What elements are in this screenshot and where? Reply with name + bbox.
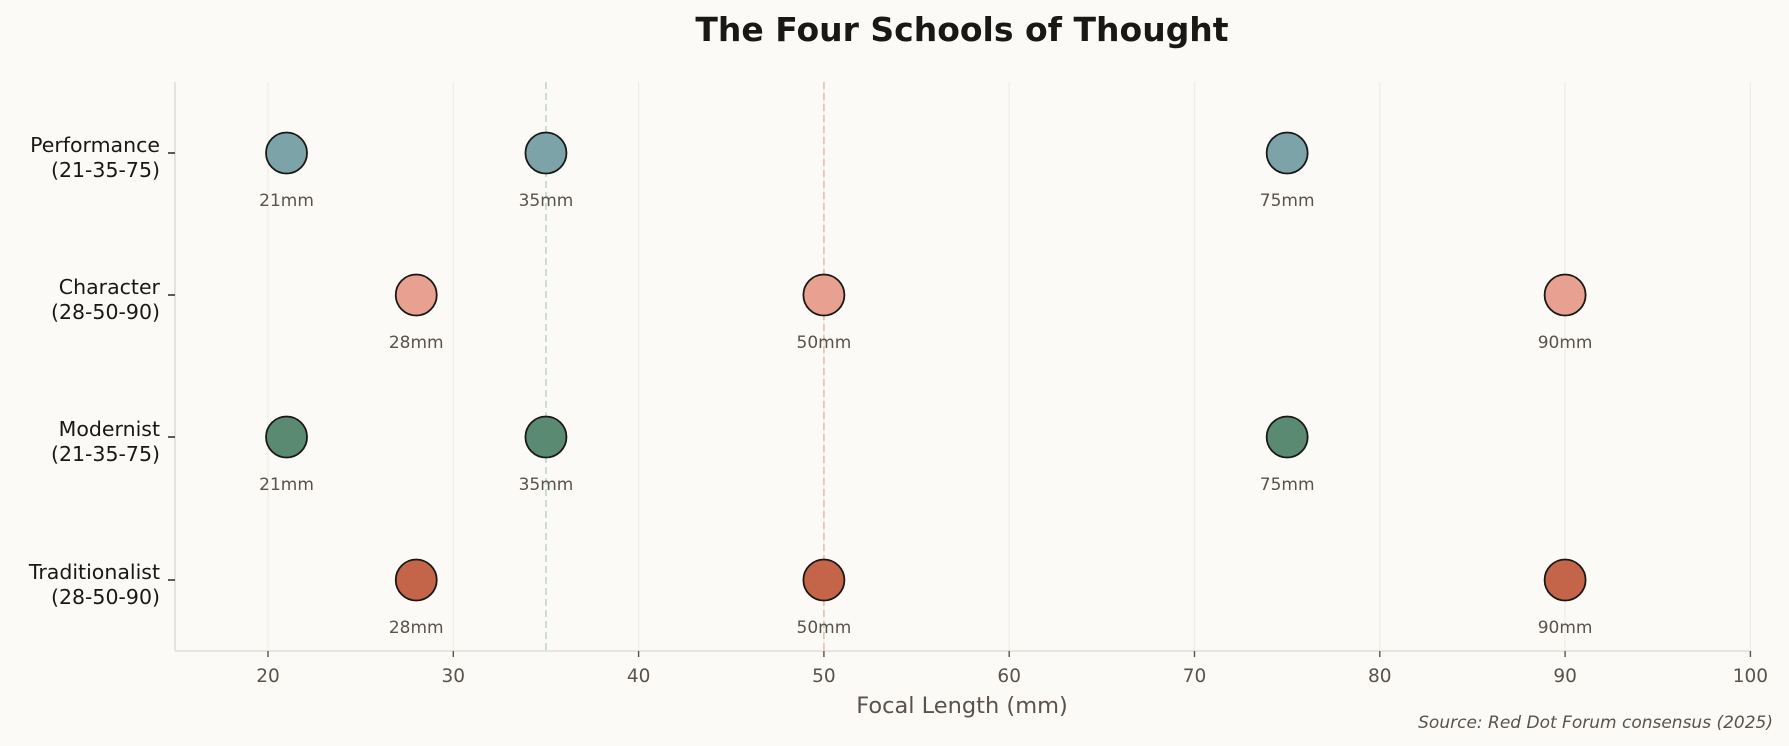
data-point-marker bbox=[524, 415, 568, 459]
data-point-label: 35mm bbox=[519, 191, 574, 211]
axes-spines bbox=[174, 82, 1751, 652]
x-axis-ticks: 20 30 40 50 60 70 80 90 100 bbox=[256, 651, 1768, 687]
data-point-marker bbox=[394, 273, 438, 317]
y-label-range-performance: (21-35-75) bbox=[51, 158, 160, 182]
y-label-modernist: Modernist bbox=[59, 417, 160, 441]
data-point-marker bbox=[524, 131, 568, 175]
x-tick-label: 40 bbox=[627, 666, 651, 687]
data-point-marker bbox=[802, 558, 846, 602]
y-axis-labels: Performance(21-35-75)Character(28-50-90)… bbox=[28, 133, 175, 609]
source-annotation: Source: Red Dot Forum consensus (2025) bbox=[1418, 713, 1773, 733]
gridlines bbox=[267, 82, 1752, 651]
x-tick-label: 70 bbox=[1183, 666, 1207, 687]
x-tick-label: 60 bbox=[997, 666, 1021, 687]
data-point-marker bbox=[394, 558, 438, 602]
x-tick-label: 20 bbox=[256, 666, 280, 687]
data-point-label: 90mm bbox=[1538, 333, 1593, 353]
x-tick-label: 100 bbox=[1733, 666, 1768, 687]
data-points: 21mm 35mm 75mm 28mm 50mm 90mm 21mm 35mm 75mm 28mm… bbox=[259, 131, 1593, 638]
data-point-label: 50mm bbox=[797, 618, 852, 638]
y-label-range-modernist: (21-35-75) bbox=[51, 442, 160, 466]
data-point-label: 75mm bbox=[1260, 475, 1315, 495]
data-point-marker bbox=[1543, 273, 1587, 317]
chart-title: The Four Schools of Thought bbox=[695, 10, 1228, 49]
data-point-label: 21mm bbox=[259, 191, 314, 211]
data-point-label: 50mm bbox=[797, 333, 852, 353]
x-tick-label: 80 bbox=[1368, 666, 1392, 687]
reference-lines bbox=[545, 82, 825, 651]
data-point-marker bbox=[1265, 131, 1309, 175]
x-axis-label: Focal Length (mm) bbox=[856, 693, 1068, 719]
data-point-marker bbox=[265, 131, 308, 175]
y-label-range-traditionalist: (28-50-90) bbox=[51, 585, 160, 609]
y-label-character: Character bbox=[59, 275, 161, 299]
data-point-label: 28mm bbox=[389, 618, 444, 638]
data-point-marker bbox=[1543, 558, 1587, 602]
data-point-marker bbox=[802, 273, 846, 317]
data-point-marker bbox=[1265, 415, 1309, 459]
data-point-label: 35mm bbox=[519, 475, 574, 495]
x-tick-label: 30 bbox=[442, 666, 466, 687]
data-point-label: 28mm bbox=[389, 333, 444, 353]
y-label-range-character: (28-50-90) bbox=[51, 300, 160, 324]
data-point-label: 21mm bbox=[259, 475, 314, 495]
data-point-marker bbox=[265, 415, 308, 459]
y-label-traditionalist: Traditionalist bbox=[28, 560, 160, 584]
data-point-label: 90mm bbox=[1538, 618, 1593, 638]
y-label-performance: Performance bbox=[30, 133, 160, 157]
data-point-label: 75mm bbox=[1260, 191, 1315, 211]
x-tick-label: 90 bbox=[1553, 666, 1577, 687]
x-tick-label: 50 bbox=[812, 666, 836, 687]
